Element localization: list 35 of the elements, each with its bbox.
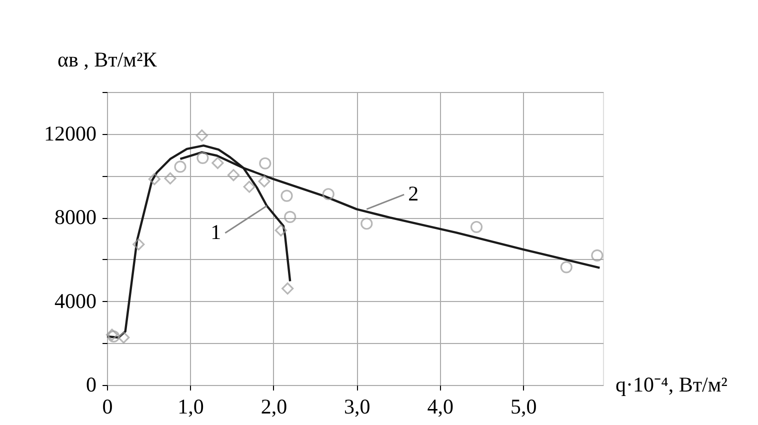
- point: [174, 160, 186, 173]
- x-tick-label: 0: [102, 394, 113, 418]
- point: [360, 218, 373, 230]
- x-tick-label: 3,0: [344, 394, 370, 418]
- point: [322, 188, 334, 200]
- point: [212, 156, 224, 169]
- point: [243, 180, 256, 193]
- x-axis-title: q·10⁻⁴, Вт/м²: [616, 372, 728, 396]
- y-tick-label: 4000: [54, 288, 96, 313]
- point: [196, 129, 208, 142]
- point: [284, 210, 296, 223]
- point: [274, 224, 287, 236]
- point: [118, 331, 130, 344]
- x-tick-label: 1,0: [178, 394, 204, 418]
- y-tick-label: 8000: [54, 205, 96, 230]
- y-tick-label: 12000: [44, 121, 96, 146]
- x-tick-label: 4,0: [427, 394, 454, 418]
- y-axis-title: αв , Вт/м²К: [58, 48, 158, 72]
- point: [259, 157, 272, 170]
- x-tick-label: 2,0: [260, 394, 288, 418]
- point: [164, 172, 176, 184]
- y-tick-label: 0: [86, 372, 96, 396]
- point: [282, 282, 294, 295]
- annotation: 1: [210, 220, 222, 244]
- point: [132, 238, 145, 250]
- point: [560, 261, 572, 274]
- point: [148, 173, 160, 186]
- x-tick-label: 5,0: [510, 394, 537, 418]
- point: [591, 249, 604, 262]
- point: [280, 190, 293, 202]
- annotation: 2: [408, 182, 419, 206]
- point: [196, 152, 209, 164]
- point: [258, 175, 270, 188]
- point: [470, 220, 483, 234]
- point: [227, 169, 240, 182]
